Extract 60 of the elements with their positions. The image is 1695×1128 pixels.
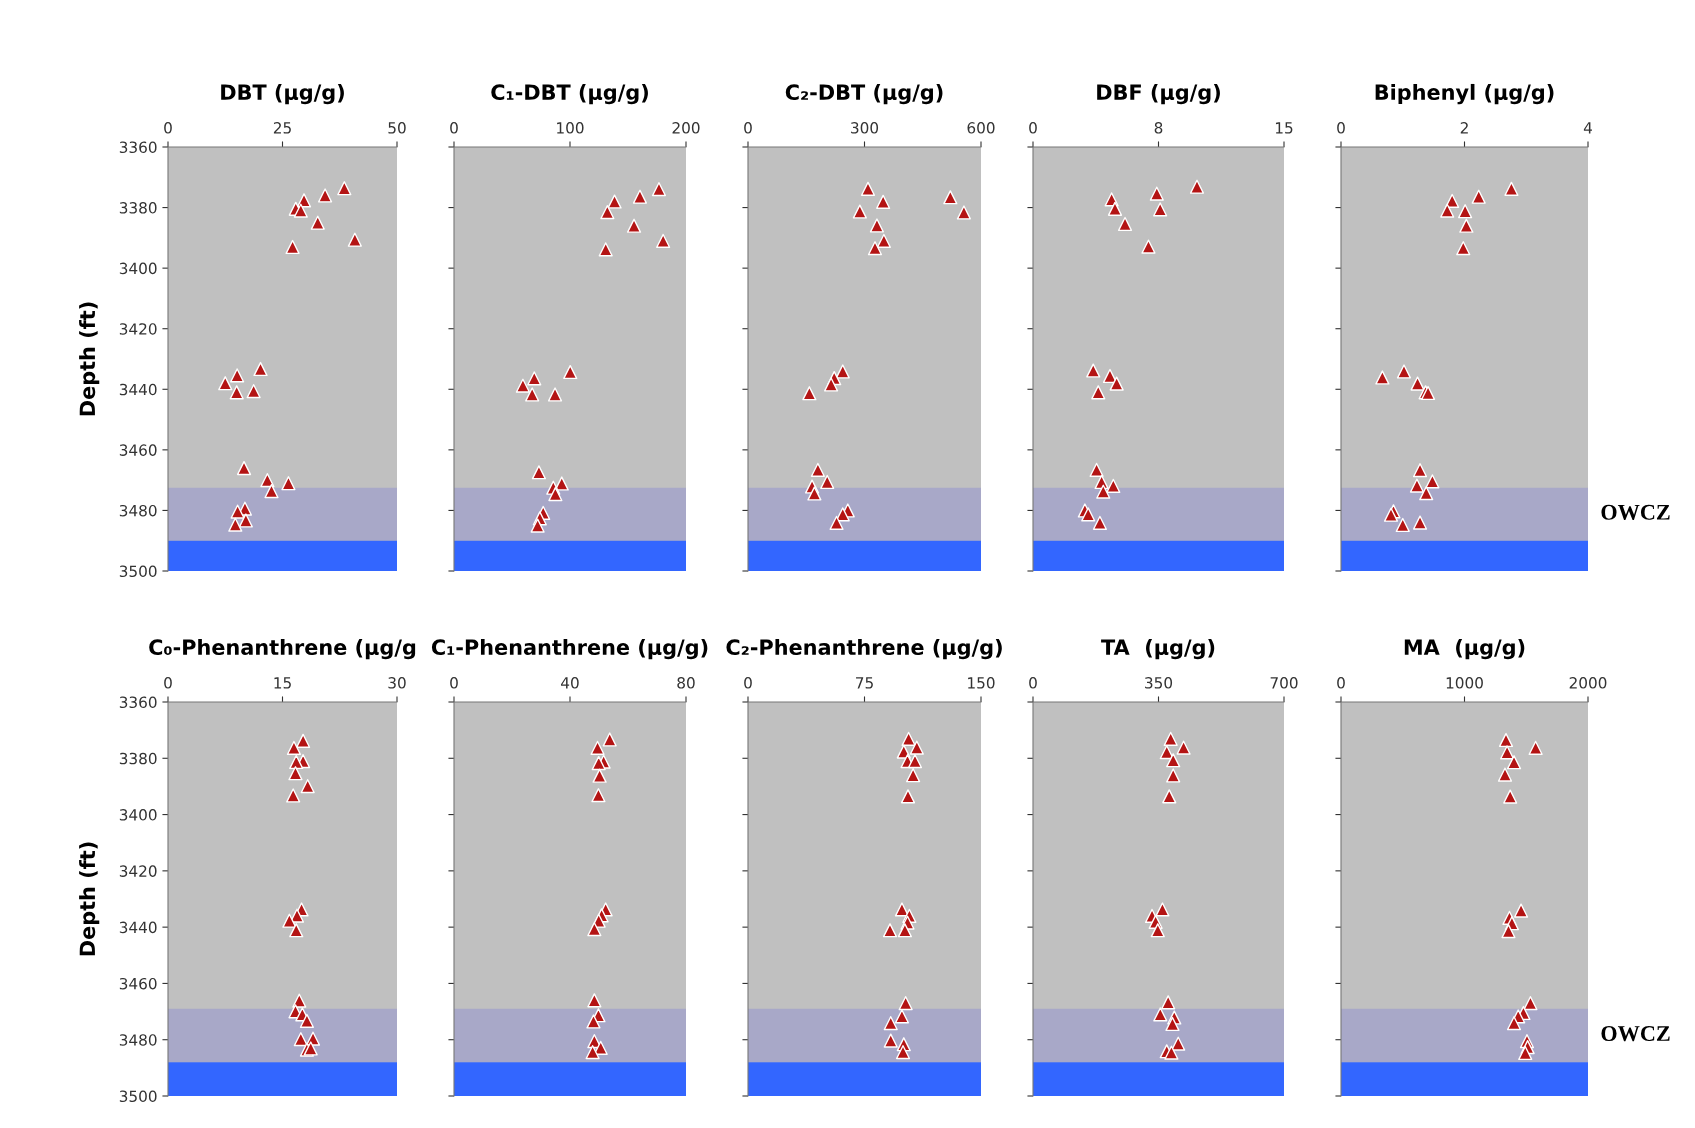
y-tick-label: 3440 (119, 383, 157, 396)
y-axis-title: Depth (ft) (79, 842, 100, 956)
x-tick-label: 0 (164, 122, 172, 134)
x-tick-label: 40 (561, 677, 579, 689)
chart-title: C₀-Phenanthrene (µg/g (149, 638, 416, 660)
chart-title: Biphenyl (µg/g) (1375, 83, 1554, 105)
x-tick-label: 200 (672, 122, 700, 134)
x-tick-label: 75 (856, 677, 873, 689)
x-tick-label: 300 (851, 122, 879, 134)
x-tick-label: 700 (1270, 677, 1298, 689)
x-tick-label: 150 (968, 677, 995, 689)
y-tick-label: 3360 (119, 696, 157, 709)
x-tick-label: 1000 (1446, 677, 1483, 689)
x-tick-label: 2 (1460, 122, 1468, 134)
y-tick-label: 3420 (119, 865, 157, 877)
x-tick-label: 15 (1275, 122, 1293, 134)
x-tick-label: 2000 (1569, 677, 1607, 689)
x-tick-label: 0 (1029, 122, 1037, 134)
chart-title: DBT (µg/g) (221, 83, 344, 105)
y-tick-label: 3400 (119, 809, 157, 821)
x-tick-label: 0 (1029, 677, 1037, 689)
x-tick-label: 350 (1145, 677, 1173, 689)
y-tick-label: 3500 (119, 565, 157, 578)
x-tick-label: 100 (557, 122, 584, 134)
x-tick-label: 0 (1337, 122, 1345, 134)
y-tick-label: 3380 (119, 752, 157, 765)
y-tick-label: 3480 (119, 504, 157, 517)
x-tick-label: 600 (967, 122, 995, 134)
band-label: OWCZ (1601, 504, 1670, 520)
x-tick-label: 30 (388, 677, 406, 689)
y-tick-label: 3460 (119, 977, 157, 990)
x-tick-label: 0 (1337, 677, 1345, 689)
y-tick-label: 3360 (119, 141, 157, 154)
x-tick-label: 0 (450, 122, 458, 134)
chart-title: MA (µg/g) (1404, 638, 1525, 660)
x-tick-label: 50 (388, 122, 406, 134)
y-axis-title: Depth (ft) (79, 302, 100, 416)
y-tick-label: 3420 (119, 323, 157, 335)
x-tick-label: 4 (1583, 122, 1592, 134)
y-tick-label: 3440 (119, 921, 157, 934)
x-tick-label: 0 (164, 677, 172, 689)
y-tick-label: 3400 (119, 262, 157, 275)
chart-title: C₁-DBT (µg/g) (491, 83, 648, 105)
chart-title: DBF (µg/g) (1097, 83, 1220, 105)
x-tick-label: 0 (744, 122, 752, 134)
chart-title: C₂-Phenanthrene (µg/g) (726, 638, 1002, 660)
x-tick-label: 0 (450, 677, 458, 689)
x-tick-label: 25 (273, 122, 291, 134)
chart-title: TA (µg/g) (1101, 638, 1215, 660)
band-label: OWCZ (1601, 1026, 1670, 1042)
x-tick-label: 8 (1154, 122, 1163, 134)
y-tick-label: 3480 (119, 1034, 157, 1046)
y-tick-label: 3500 (119, 1090, 157, 1103)
y-tick-label: 3380 (119, 202, 157, 214)
x-tick-label: 0 (744, 677, 752, 689)
x-tick-label: 15 (274, 677, 291, 689)
chart-title: C₂-DBT (µg/g) (785, 83, 943, 105)
x-tick-label: 80 (677, 677, 695, 689)
chart-title: C₁-Phenanthrene (µg/g) (431, 638, 708, 660)
y-tick-label: 3460 (119, 444, 157, 456)
